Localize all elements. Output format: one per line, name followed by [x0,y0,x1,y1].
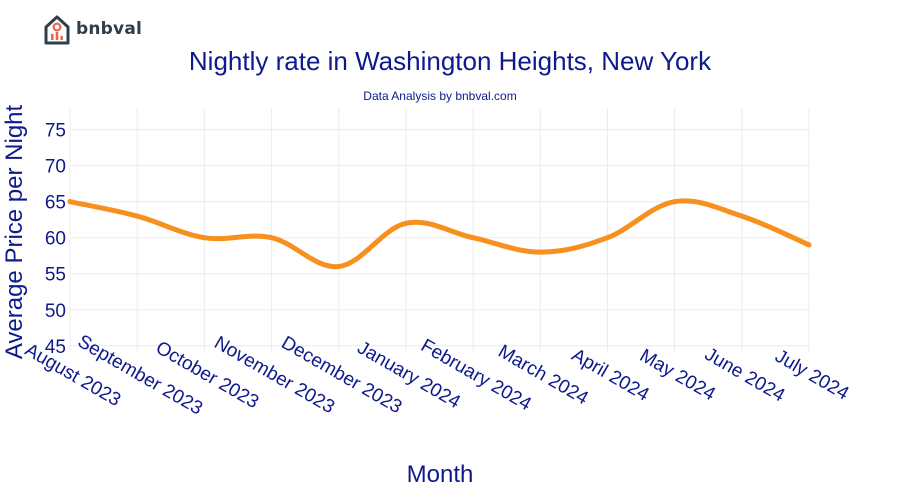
grid-layer [69,108,810,353]
data-point [739,213,745,219]
chart-title: Nightly rate in Washington Heights, New … [189,46,712,76]
house-chart-icon [44,15,70,45]
brand-logo: bnbval [42,12,142,46]
data-point [201,235,207,241]
data-point [604,235,610,241]
data-point [403,220,409,226]
data-point [672,199,678,205]
series-line [67,198,812,270]
y-tick-label: 45 [45,337,66,358]
y-axis-title: Average Price per Night [1,104,28,359]
x-axis-title: Month [407,461,474,488]
data-point [134,213,140,219]
y-axis-ticks: 45 50 55 60 65 70 75 [45,121,66,358]
brand-name: bnbval [76,19,143,39]
data-point [269,235,275,241]
series-layer [67,198,812,270]
y-tick-label: 75 [45,121,66,142]
data-point [67,199,73,205]
data-point [470,235,476,241]
y-tick-label: 50 [45,301,66,322]
x-tick-label: June 2024 [701,344,789,407]
y-tick-label: 65 [45,193,66,214]
data-point [806,242,812,248]
y-tick-label: 60 [45,229,66,250]
data-point [336,264,342,270]
y-tick-label: 70 [45,157,66,178]
data-point [537,249,543,255]
y-tick-label: 55 [45,265,66,286]
chart-subtitle: Data Analysis by bnbval.com [363,89,516,103]
